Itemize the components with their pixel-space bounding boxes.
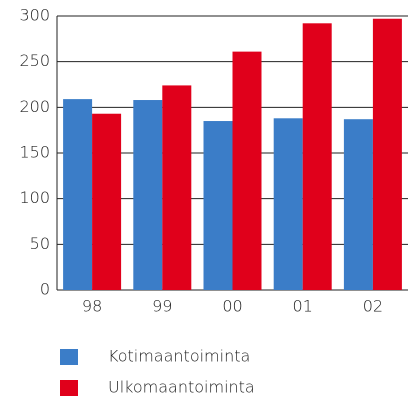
bar (162, 85, 192, 290)
y-tick-label: 150 (19, 143, 50, 162)
bar (372, 18, 402, 291)
bar (232, 51, 262, 291)
bar (63, 99, 93, 290)
x-tick-label: 02 (363, 297, 383, 316)
legend-label: Kotimaantoiminta (108, 347, 250, 366)
legend-swatch (60, 380, 78, 396)
bar (302, 23, 332, 290)
y-tick-label: 100 (19, 188, 50, 207)
y-tick-label: 200 (19, 97, 50, 116)
bar (273, 118, 303, 290)
y-tick-label: 250 (19, 51, 50, 70)
x-tick-label: 01 (293, 297, 313, 316)
bar (133, 100, 163, 290)
y-tick-label: 50 (30, 234, 50, 253)
bar (92, 113, 122, 290)
x-tick-label: 00 (222, 297, 242, 316)
bar (203, 121, 233, 291)
bar (343, 119, 373, 290)
x-tick-label: 99 (152, 297, 172, 316)
x-tick-label: 98 (82, 297, 102, 316)
legend-label: Ulkomaantoiminta (108, 378, 255, 397)
y-tick-label: 300 (19, 6, 50, 25)
y-tick-label: 0 (40, 280, 50, 299)
legend-swatch (60, 349, 78, 365)
